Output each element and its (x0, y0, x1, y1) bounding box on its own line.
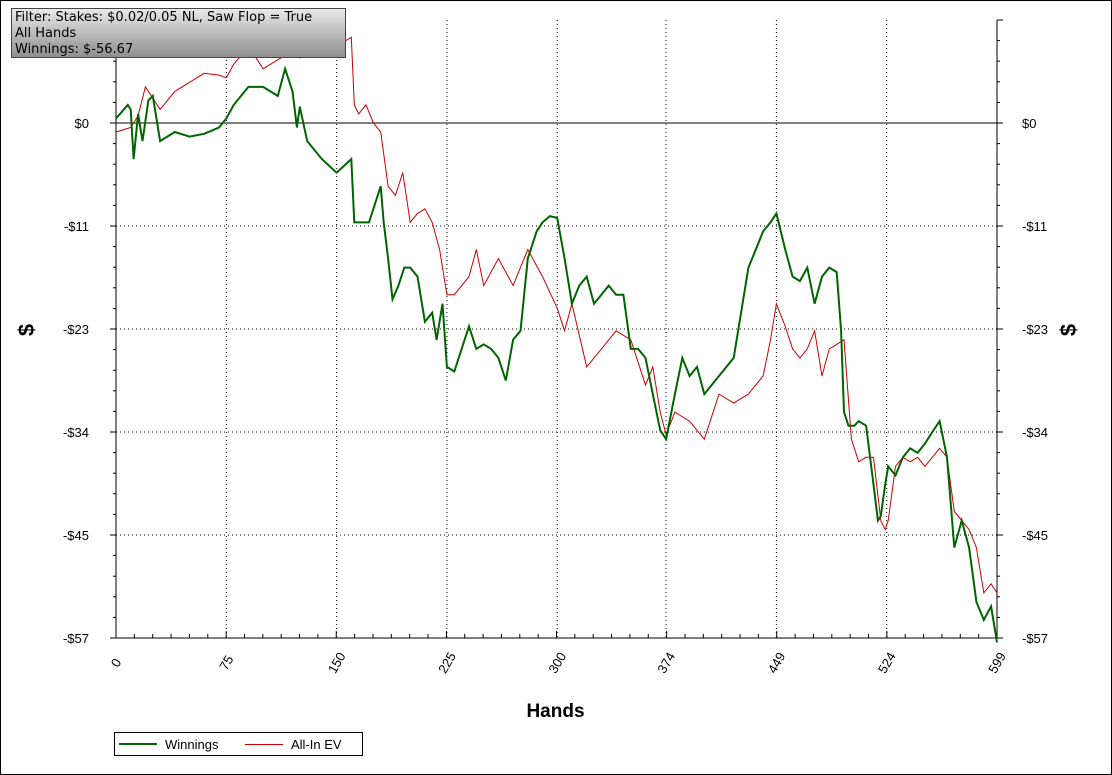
series-lines (115, 36, 998, 643)
x-tick-label: 75 (216, 653, 236, 673)
legend-item-allin-ev: All-In EV (245, 736, 342, 752)
x-axis-title: Hands (526, 701, 584, 722)
axes (110, 19, 1003, 639)
legend: Winnings All-In EV (114, 732, 363, 756)
legend-label-winnings: Winnings (165, 736, 219, 752)
legend-swatch-allin-ev (245, 743, 283, 745)
y-tick-label-left: -$11 (64, 219, 89, 234)
legend-label-allin-ev: All-In EV (291, 736, 342, 752)
y-tick-label-left: -$23 (63, 322, 89, 337)
y-tick-label-right: -$57 (1022, 631, 1048, 646)
y-axis-title-left: $ (14, 324, 39, 336)
y-tick-label-left: -$34 (63, 425, 89, 440)
y-tick-label-right: -$23 (1022, 322, 1048, 337)
filter-info-box: Filter: Stakes: $0.02/0.05 NL, Saw Flop … (11, 8, 346, 58)
gridlines (116, 20, 997, 639)
y-tick-label-right: -$11 (1022, 219, 1047, 234)
y-tick-label-left: $0 (75, 116, 89, 131)
legend-item-winnings: Winnings (119, 736, 218, 752)
hands-filter-text: All Hands (15, 26, 77, 41)
filter-text: Filter: Stakes: $0.02/0.05 NL, Saw Flop … (15, 10, 313, 25)
x-tick-label: 524 (875, 650, 899, 676)
axis-labels: $0 $0 -$11 -$11 -$23 -$23 -$34 -$34 -$45 -$45 -$57… (14, 116, 1081, 722)
x-tick-label: 599 (985, 650, 1009, 676)
x-tick-label: 225 (435, 650, 459, 676)
winnings-line (115, 65, 998, 643)
winnings-total-text: Winnings: $-56.67 (15, 42, 134, 57)
y-axis-title-right: $ (1056, 324, 1081, 336)
x-tick-label: 374 (654, 650, 678, 676)
x-tick-label: 300 (545, 650, 569, 676)
x-tick-label: 150 (325, 650, 349, 676)
y-tick-label-right: -$45 (1022, 528, 1048, 543)
x-tick-label: 0 (108, 656, 125, 670)
y-tick-label-right: -$34 (1022, 425, 1048, 440)
y-tick-label-right: $0 (1022, 116, 1036, 131)
y-tick-label-left: -$57 (63, 631, 89, 646)
allin-ev-line (115, 36, 998, 594)
x-tick-label: 449 (765, 650, 789, 676)
y-tick-label-left: -$45 (63, 528, 89, 543)
legend-swatch-winnings (119, 743, 157, 745)
